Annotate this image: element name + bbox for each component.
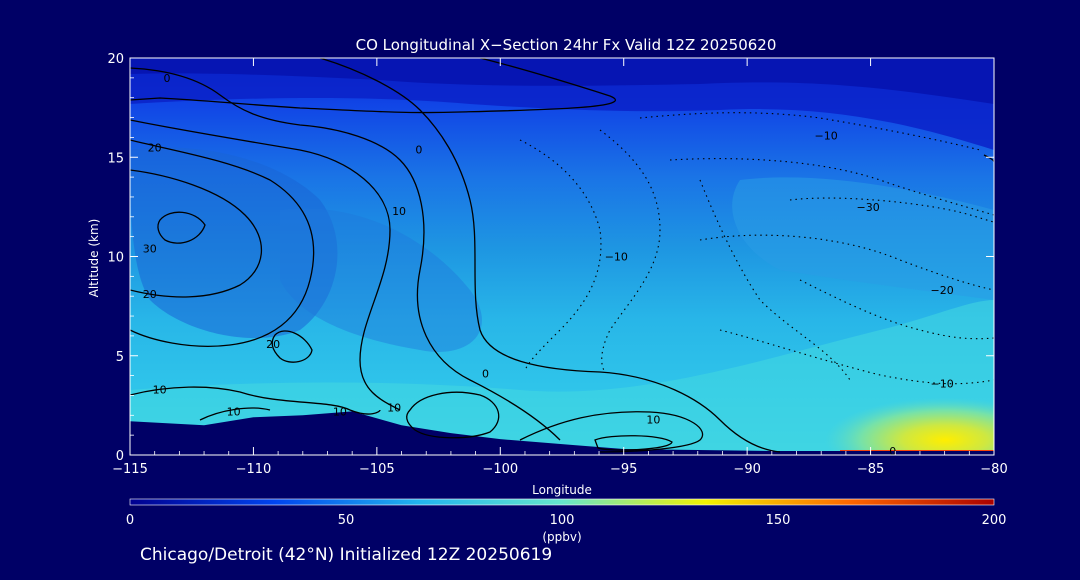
- negative-contours: [519, 112, 994, 385]
- positive-contours: [130, 58, 994, 453]
- contour-ten-east: [519, 411, 703, 453]
- contour-neg-twenty-mid: [699, 234, 994, 291]
- contour-label: −10: [931, 378, 954, 391]
- x-tick-label: −90: [733, 462, 760, 477]
- colorbar-unit-label: (ppbv): [542, 530, 581, 544]
- colorbar-tick-label: 150: [766, 513, 791, 528]
- contour-label: 30: [143, 243, 157, 256]
- contour-label: 10: [153, 383, 167, 396]
- contour-label: 0: [415, 143, 422, 156]
- x-tick-label: −80: [980, 462, 1007, 477]
- contour-labels: 0 20 0 10 30 20 20 10 10 10 10 0 10 −10 −10 −30 −20 −10 0: [143, 72, 954, 458]
- y-tick-label: 15: [107, 151, 124, 166]
- figure-caption: Chicago/Detroit (42°N) Initialized 12Z 2…: [140, 545, 552, 565]
- co-field-hotspot: [825, 398, 994, 455]
- contour-label: −10: [815, 129, 838, 142]
- y-axis: 0 5 10 15 20: [107, 52, 994, 464]
- contour-neg-thirty: [789, 197, 994, 223]
- contour-label: −10: [605, 251, 628, 264]
- co-field-west-high: [130, 147, 338, 339]
- plot-area: 0 20 0 10 30 20 20 10 10 10 10 0 10 −10 −10 −30 −20 −10 0: [130, 58, 994, 458]
- colorbar-tick-label: 100: [550, 513, 575, 528]
- contour-label: 10: [646, 413, 660, 426]
- x-axis-label: Longitude: [532, 483, 592, 497]
- x-tick-label: −100: [482, 462, 518, 477]
- x-tick-label: −110: [236, 462, 272, 477]
- contour-label: 20: [143, 288, 157, 301]
- colorbar: 0 50 100 150 200 (ppbv): [126, 498, 1007, 544]
- colorbar-tick-label: 0: [126, 513, 134, 528]
- contour-neg-ten-low: [719, 329, 994, 385]
- contour-twenty-outer: [130, 139, 315, 347]
- contour-label: 20: [266, 338, 280, 351]
- contour-neg-twenty-upper: [669, 158, 994, 216]
- contour-label: 10: [392, 205, 406, 218]
- contour-ten-low-loop: [406, 391, 500, 439]
- y-tick-label: 5: [116, 350, 124, 365]
- contour-ten-upper: [130, 119, 401, 411]
- colorbar-ticks: 0 50 100 150 200: [126, 513, 1007, 528]
- co-field-east-mid: [732, 177, 994, 300]
- contour-twenty-loop: [271, 330, 313, 363]
- contour-ten-low-west: [130, 386, 381, 415]
- x-tick-label: −95: [610, 462, 637, 477]
- x-tick-label: −115: [112, 462, 148, 477]
- contour-ten-surface: [199, 407, 271, 421]
- contour-thirty-inner: [157, 211, 206, 244]
- chart-title: CO Longitudinal X−Section 24hr Fx Valid …: [356, 36, 777, 54]
- contour-label: 10: [387, 401, 401, 414]
- contour-label: 20: [148, 141, 162, 154]
- terrain-mask: [130, 411, 994, 455]
- contour-zero-main: [319, 58, 781, 453]
- colorbar-tick-label: 50: [338, 513, 355, 528]
- contour-label: −20: [931, 284, 954, 297]
- contour-neg-ten-upper: [639, 112, 981, 151]
- colorbar-strip: [129, 498, 995, 506]
- contour-label: 0: [164, 72, 171, 85]
- y-axis-label: Altitude (km): [87, 219, 101, 298]
- contour-label: −30: [856, 201, 879, 214]
- contour-label: 0: [482, 368, 489, 381]
- contour-label: 10: [227, 405, 241, 418]
- x-tick-label: −105: [359, 462, 395, 477]
- y-tick-label: 20: [107, 52, 124, 67]
- y-tick-label: 10: [107, 251, 124, 266]
- colorbar-tick-label: 200: [982, 513, 1007, 528]
- contour-neg-ten-west: [519, 139, 602, 371]
- contour-label: 10: [333, 405, 347, 418]
- x-axis: −115 −110 −105 −100 −95 −90 −85 −80: [112, 58, 1008, 477]
- contour-zero-upper: [130, 58, 617, 114]
- contour-label: 0: [889, 445, 896, 458]
- contour-ten-east-loop: [594, 435, 673, 451]
- contour-zero-west: [130, 67, 561, 441]
- y-tick-label: 0: [116, 449, 124, 464]
- contour-neg-twenty-arc: [699, 179, 851, 381]
- x-tick-label: −85: [857, 462, 884, 477]
- contour-thirty: [130, 169, 262, 298]
